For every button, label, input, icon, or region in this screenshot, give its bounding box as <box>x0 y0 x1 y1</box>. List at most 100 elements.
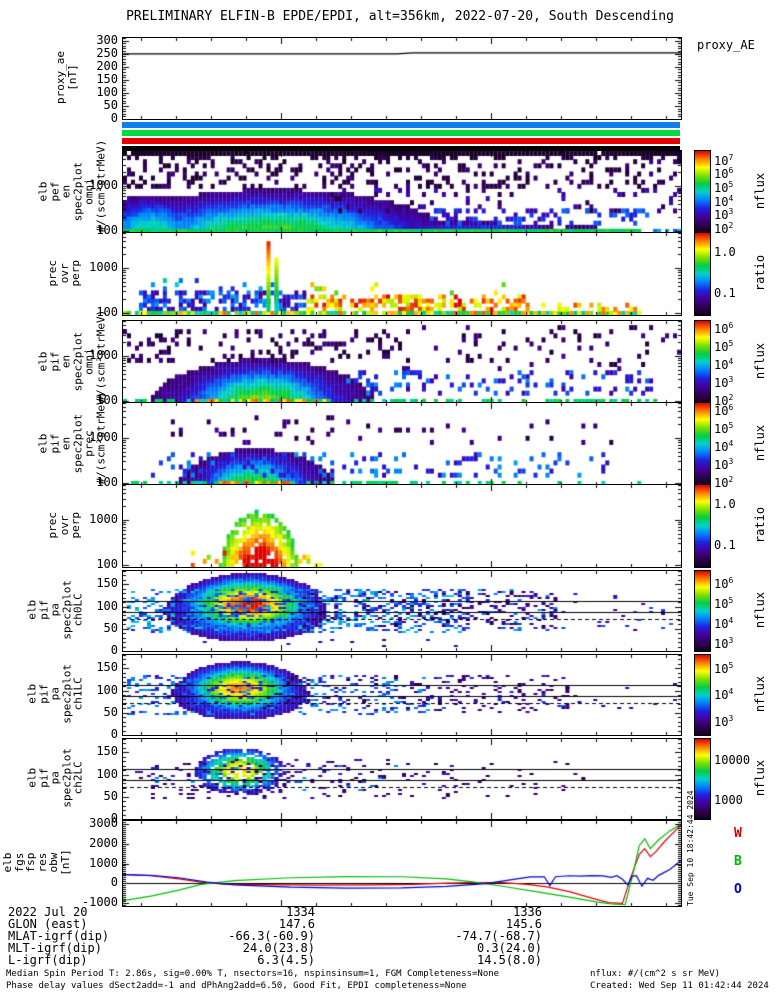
colorbar-tick-label: 104 <box>714 193 734 209</box>
annotation-col1-2: -66.3(-60.9) <box>228 929 315 943</box>
y-tick-label-fgm: 1000 <box>89 855 118 870</box>
annotation-col2-2: -74.7(-68.7) <box>455 929 542 943</box>
y-tick-label-fgm: 0 <box>110 875 118 890</box>
colorbar-title-pef_omni: nflux <box>753 172 767 210</box>
colorbar-pef_omni <box>694 150 711 234</box>
y-tick-label-pa_ch2: 0 <box>110 811 118 825</box>
colorbar-title-pa_ch2: nflux <box>753 759 767 797</box>
annotation-col2-3: 0.3(24.0) <box>476 941 542 955</box>
y-tick-label-pif_omni: 100 <box>96 392 118 407</box>
panel-pif_omni-canvas <box>123 321 681 403</box>
y-tick-label-pa_ch1: 100 <box>96 682 118 697</box>
availability-bar-1 <box>122 130 680 136</box>
y-tick-label-pif_omni: 1000 <box>89 347 118 362</box>
colorbar-tick-label: 104 <box>714 615 734 631</box>
colorbar-tick-label: 105 <box>714 421 734 437</box>
colorbar-pa_ch2 <box>694 738 711 820</box>
colorbar-title-pif_ratio: ratio <box>753 506 767 544</box>
colorbar-title-pa_ch0: nflux <box>753 591 767 629</box>
y-tick-label-proxy: 150 <box>96 71 118 86</box>
y-tick-label-proxy: 200 <box>96 58 118 73</box>
y-tick-label-proxy: 250 <box>96 45 118 60</box>
colorbar-tick-label: 102 <box>714 392 734 408</box>
y-tick-label-pa_ch0: 50 <box>103 620 118 635</box>
panel-pef_ratio-ylabel: prec ovr perp <box>45 259 82 287</box>
annotation-col1-0: 1334 <box>286 905 315 919</box>
panel-pa_ch2 <box>122 738 682 820</box>
y-tick-label-fgm: 2000 <box>89 835 118 850</box>
colorbar-tick-label: 103 <box>714 207 734 223</box>
colorbar-tick-label: 10000 <box>714 752 751 767</box>
colorbar-tick-label: 105 <box>714 179 734 195</box>
colorbar-pef_ratio <box>694 232 711 316</box>
panel-pef_ratio-canvas <box>123 233 681 315</box>
colorbar-tick-label: 104 <box>714 357 734 372</box>
annotation-label-2: MLAT-igrf(dip) <box>8 929 110 943</box>
annotation-label-4: L-igrf(dip) <box>8 953 88 967</box>
colorbar-pif_prec <box>694 402 711 486</box>
y-tick-label-proxy: 100 <box>96 84 118 99</box>
colorbar-tick-label: 104 <box>714 439 734 454</box>
colorbar-tick-label: 106 <box>714 166 734 182</box>
colorbar-title-pif_prec: nflux <box>753 424 767 462</box>
y-tick-label-pa_ch1: 0 <box>110 727 118 741</box>
annotation-label-1: GLON (east) <box>8 917 88 931</box>
y-tick-label-proxy: 50 <box>103 97 118 112</box>
annotation-col2-4: 14.5(8.0) <box>476 953 542 967</box>
y-tick-label-pa_ch1: 150 <box>96 660 118 675</box>
availability-bar-2 <box>122 138 680 144</box>
panel-fgm-ylabel: elb fgs fsp res obw [nT] <box>0 849 72 876</box>
panel-pif_prec-canvas <box>123 403 681 485</box>
y-tick-label-pif_ratio: 1000 <box>89 511 118 526</box>
colorbar-tick-label: 105 <box>714 595 734 611</box>
plot-title: PRELIMINARY ELFIN-B EPDE/EPDI, alt=356km… <box>126 9 674 24</box>
y-tick-label-pa_ch2: 150 <box>96 744 118 759</box>
y-tick-label-pa_ch1: 50 <box>103 704 118 719</box>
availability-bar-3 <box>122 146 680 152</box>
colorbar-pif_omni <box>694 320 711 404</box>
fgm-legend-B: B <box>734 854 742 869</box>
panel-pif_omni <box>122 320 682 404</box>
footer-nflux-units: nflux: #/(cm^2 s sr MeV) <box>590 969 721 979</box>
y-tick-label-pef_omni: 1000 <box>89 177 118 192</box>
y-tick-label-proxy: 300 <box>96 32 118 47</box>
panel-pef_ratio <box>122 232 682 316</box>
y-tick-label-pef_ratio: 1000 <box>89 259 118 274</box>
colorbar-tick-label: 106 <box>714 575 734 591</box>
proxy-ae-right-label: proxy_AE <box>697 38 755 52</box>
fgm-legend-O: O <box>734 882 742 897</box>
panel-pa_ch0-ylabel: elb pif pa spec2plot ch0LC <box>25 580 85 640</box>
panel-pa_ch2-ylabel: elb pif pa spec2plot ch2LC <box>25 748 85 808</box>
panel-pa_ch1-canvas <box>123 655 681 735</box>
annotation-col2-0: 1336 <box>513 905 542 919</box>
y-tick-label-pa_ch2: 50 <box>103 788 118 803</box>
y-tick-label-pef_ratio: 100 <box>96 304 118 319</box>
panel-proxy-ylabel: proxy_ae [nT] <box>53 51 79 104</box>
colorbar-tick-label: 103 <box>714 456 734 472</box>
y-tick-label-pef_omni: 100 <box>96 222 118 237</box>
colorbar-title-pif_omni: nflux <box>753 342 767 380</box>
y-tick-label-pa_ch0: 0 <box>110 643 118 657</box>
panel-pif_prec <box>122 402 682 486</box>
y-tick-label-pif_prec: 100 <box>96 474 118 489</box>
colorbar-tick-label: 103 <box>714 374 734 390</box>
panel-pif_ratio-ylabel: prec ovr perp <box>45 511 82 539</box>
colorbar-tick-label: 104 <box>714 687 734 703</box>
y-tick-label-pif_ratio: 100 <box>96 556 118 571</box>
y-tick-label-fgm: 3000 <box>89 815 118 830</box>
annotation-label-3: MLT-igrf(dip) <box>8 941 102 955</box>
panel-pif_ratio <box>122 484 682 568</box>
panel-pif_omni-ylabel: elb pif en spec2plot omni #/(scm²strMeV) <box>36 309 108 402</box>
y-tick-label-pa_ch2: 100 <box>96 766 118 781</box>
footer-created: Created: Wed Sep 11 01:42:44 2024 <box>590 981 769 991</box>
panel-pa_ch0-canvas <box>123 571 681 651</box>
panel-pa_ch1-ylabel: elb pif pa spec2plot ch1LC <box>25 664 85 724</box>
panel-pef_omni <box>122 150 682 234</box>
colorbar-tick-label: 106 <box>714 403 734 419</box>
panel-pa_ch2-canvas <box>123 739 681 819</box>
colorbar-tick-label: 105 <box>714 339 734 355</box>
panel-pef_omni-canvas <box>123 151 681 233</box>
colorbar-tick-label: 0.1 <box>714 285 736 300</box>
colorbar-tick-label: 102 <box>714 220 734 236</box>
